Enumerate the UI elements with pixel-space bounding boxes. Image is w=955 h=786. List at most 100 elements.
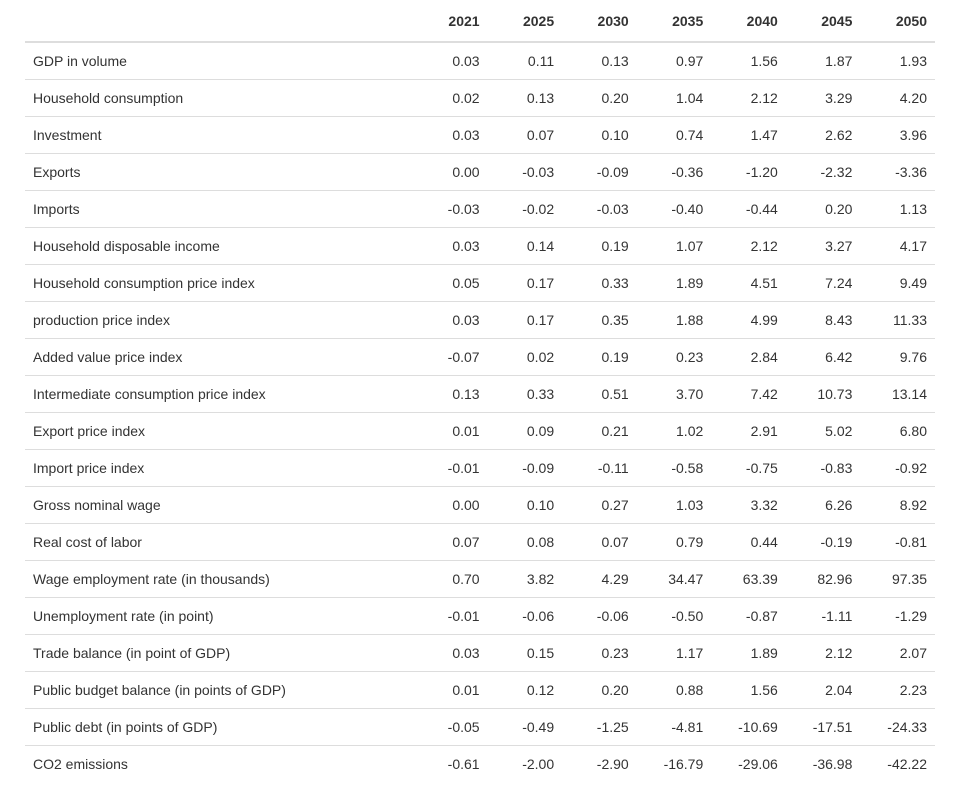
table-row: Wage employment rate (in thousands) 0.70 3… (25, 559, 935, 597)
value-cell: 2.07 (860, 633, 935, 671)
value-cell: 0.07 (562, 522, 637, 560)
value-cell: 8.43 (785, 300, 861, 338)
value-cell: 1.89 (636, 263, 712, 301)
value-cell: 0.10 (562, 115, 637, 153)
value-cell: 0.13 (413, 374, 488, 412)
value-cell: -0.01 (413, 448, 488, 486)
table-row: Public budget balance (in points of GDP)… (25, 670, 935, 708)
table-body: GDP in volume 0.03 0.11 0.13 0.97 1.56 1.87 1.9… (25, 42, 935, 782)
value-cell: -0.06 (562, 596, 637, 634)
value-cell: -0.61 (413, 744, 488, 782)
value-cell: -0.11 (562, 448, 637, 486)
value-cell: 0.17 (487, 263, 563, 301)
header-cell-2021: 2021 (413, 0, 488, 43)
header-cell-2045: 2045 (785, 0, 861, 43)
value-cell: 0.13 (601, 52, 629, 69)
value-cell: 9.49 (860, 263, 935, 301)
header-cell-2030: 2030 (562, 0, 637, 43)
value-cell: 7.42 (711, 374, 786, 412)
results-table: 2021 2025 2030 2035 2040 2045 2050 GDP i… (25, 0, 935, 782)
value-cell: 2.23 (860, 670, 935, 708)
row-label: Import price index (25, 448, 414, 486)
value-cell: 0.23 (636, 337, 712, 375)
value-cell: -17.51 (785, 707, 861, 745)
row-label: Investment (25, 115, 414, 153)
value-cell: 0.11 (527, 52, 555, 69)
value-cell: 0.19 (562, 337, 637, 375)
value-cell: 4.99 (711, 300, 786, 338)
value-cell: 1.13 (860, 189, 935, 227)
table-row: GDP in volume 0.03 0.11 0.13 0.97 1.56 1.87 1.9… (25, 42, 935, 79)
value-cell: -0.50 (636, 596, 712, 634)
value-cell: -0.01 (413, 596, 488, 634)
value-cell: -0.06 (487, 596, 563, 634)
table-row: Intermediate consumption price index 0.13… (25, 374, 935, 412)
table-row: Export price index 0.01 0.09 0.21 1.02 2.91 5.… (25, 411, 935, 449)
value-cell: 3.29 (785, 78, 861, 116)
table-row: Household consumption price index 0.05 0.1… (25, 263, 935, 301)
value-cell: 0.10 (487, 485, 563, 523)
value-cell: -1.25 (562, 707, 637, 745)
value-cell: 1.17 (636, 633, 712, 671)
value-cell: 0.79 (636, 522, 712, 560)
value-cell: 0.23 (562, 633, 637, 671)
value-cell: 3.96 (860, 115, 935, 153)
value-cell: 0.02 (487, 337, 563, 375)
row-label: Exports (25, 152, 414, 190)
table-row: Investment 0.03 0.07 0.10 0.74 1.47 2.62 3.96 (25, 115, 935, 153)
value-cell: 0.03 (413, 633, 488, 671)
value-cell: 4.51 (711, 263, 786, 301)
row-label: Household disposable income (25, 226, 414, 264)
value-cell: -0.09 (487, 448, 563, 486)
value-cell: -2.00 (487, 744, 563, 782)
value-cell: 63.39 (711, 559, 786, 597)
value-cell: 0.13 (487, 78, 563, 116)
value-cell: 4.17 (860, 226, 935, 264)
header-cell-2040: 2040 (711, 0, 786, 43)
value-cell: 0.97 (676, 52, 704, 69)
value-cell: 1.07 (636, 226, 712, 264)
value-cell: 0.07 (487, 115, 563, 153)
row-label: Public budget balance (in points of GDP) (25, 670, 414, 708)
header-cell-label (25, 0, 414, 43)
header-cell-2035: 2035 (636, 0, 712, 43)
value-cell: 0.01 (413, 670, 488, 708)
row-label: Wage employment rate (in thousands) (25, 559, 414, 597)
value-cell: -1.20 (711, 152, 786, 190)
value-cell: 6.42 (785, 337, 861, 375)
value-cell: 0.03 (413, 300, 488, 338)
value-cell: 1.93 (899, 52, 927, 69)
value-cell: 4.29 (562, 559, 637, 597)
value-cell: 11.33 (860, 300, 935, 338)
row-label: Export price index (25, 411, 414, 449)
value-cell: 0.44 (711, 522, 786, 560)
value-cell: 1.02 (636, 411, 712, 449)
value-cell: 3.70 (636, 374, 712, 412)
value-cell: -0.40 (636, 189, 712, 227)
value-cell: 0.33 (487, 374, 563, 412)
value-cell: 2.91 (711, 411, 786, 449)
value-cell: 0.17 (487, 300, 563, 338)
table-row: Gross nominal wage 0.00 0.10 0.27 1.03 3.32 6.… (25, 485, 935, 523)
value-cell: 1.89 (711, 633, 786, 671)
value-cell: -29.06 (711, 744, 786, 782)
value-cell: 0.51 (562, 374, 637, 412)
value-cell: -0.05 (413, 707, 488, 745)
value-cell: 0.20 (562, 78, 637, 116)
value-cell: 0.74 (636, 115, 712, 153)
value-cell: 0.21 (562, 411, 637, 449)
header-cell-2025: 2025 (487, 0, 563, 43)
value-cell: 0.09 (487, 411, 563, 449)
table-row: Unemployment rate (in point) -0.01 -0.06 -0… (25, 596, 935, 634)
value-cell: 1.03 (636, 485, 712, 523)
value-cell: 2.12 (785, 633, 861, 671)
value-cell: 0.07 (413, 522, 488, 560)
row-label: Public debt (in points of GDP) (25, 707, 414, 745)
value-cell: -0.49 (487, 707, 563, 745)
value-cell: 1.47 (711, 115, 786, 153)
value-cell: 8.92 (860, 485, 935, 523)
table-row: Import price index -0.01 -0.09 -0.11 -0.58 -0… (25, 448, 935, 486)
value-cell: 0.35 (562, 300, 637, 338)
value-cell: -0.92 (860, 448, 935, 486)
value-cell: -0.81 (860, 522, 935, 560)
